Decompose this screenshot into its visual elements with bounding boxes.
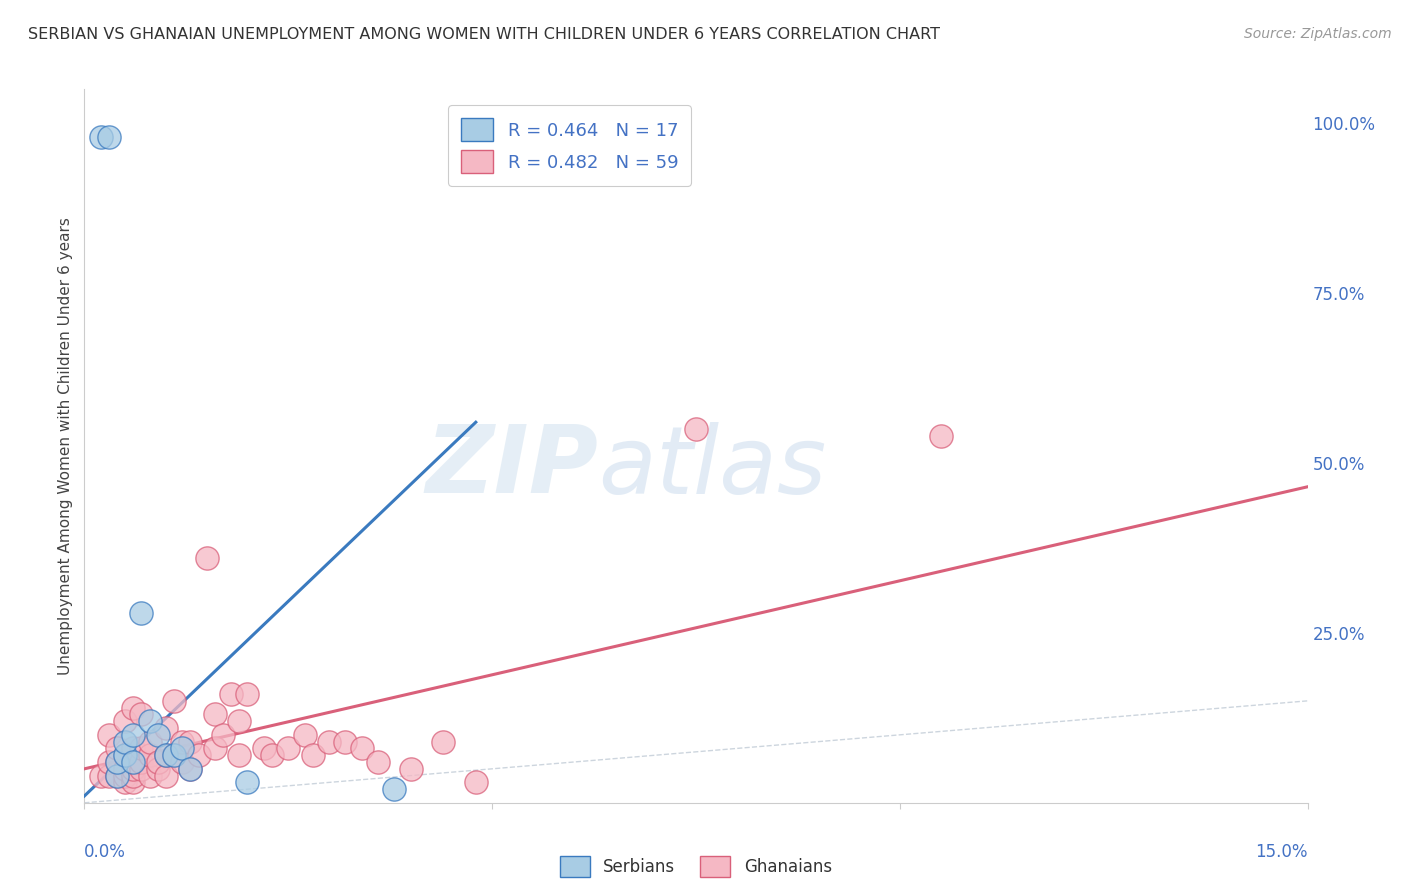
Point xyxy=(204,707,226,722)
Point xyxy=(172,741,194,756)
Point xyxy=(97,129,120,144)
Point xyxy=(105,741,128,756)
Point xyxy=(204,741,226,756)
Point xyxy=(105,769,128,783)
Point xyxy=(228,714,250,729)
Point xyxy=(122,755,145,769)
Point xyxy=(228,748,250,763)
Point xyxy=(155,769,177,783)
Point xyxy=(155,721,177,735)
Point xyxy=(138,769,160,783)
Point xyxy=(131,707,153,722)
Point xyxy=(260,748,283,763)
Legend: Serbians, Ghanaians: Serbians, Ghanaians xyxy=(550,846,842,888)
Point xyxy=(146,755,169,769)
Point xyxy=(163,748,186,763)
Point xyxy=(179,734,201,748)
Point xyxy=(146,762,169,776)
Point xyxy=(122,728,145,742)
Point xyxy=(399,762,422,776)
Point xyxy=(105,769,128,783)
Point xyxy=(114,762,136,776)
Point xyxy=(97,755,120,769)
Point xyxy=(350,741,373,756)
Point xyxy=(685,422,707,436)
Point xyxy=(122,769,145,783)
Point xyxy=(294,728,316,742)
Point xyxy=(172,755,194,769)
Point xyxy=(335,734,357,748)
Point xyxy=(301,748,323,763)
Point xyxy=(163,694,186,708)
Point xyxy=(179,762,201,776)
Text: Source: ZipAtlas.com: Source: ZipAtlas.com xyxy=(1244,27,1392,41)
Point xyxy=(97,769,120,783)
Point xyxy=(114,769,136,783)
Point xyxy=(163,748,186,763)
Point xyxy=(122,755,145,769)
Point xyxy=(367,755,389,769)
Point xyxy=(155,748,177,763)
Point xyxy=(122,762,145,776)
Point xyxy=(382,782,405,797)
Point xyxy=(253,741,276,756)
Point xyxy=(318,734,340,748)
Point xyxy=(114,734,136,748)
Text: SERBIAN VS GHANAIAN UNEMPLOYMENT AMONG WOMEN WITH CHILDREN UNDER 6 YEARS CORRELA: SERBIAN VS GHANAIAN UNEMPLOYMENT AMONG W… xyxy=(28,27,941,42)
Point xyxy=(114,714,136,729)
Point xyxy=(114,748,136,763)
Point xyxy=(236,775,259,789)
Point xyxy=(131,755,153,769)
Point xyxy=(464,775,486,789)
Point xyxy=(179,762,201,776)
Point xyxy=(195,551,218,566)
Point xyxy=(114,775,136,789)
Point xyxy=(122,700,145,714)
Point xyxy=(432,734,454,748)
Point xyxy=(146,728,169,742)
Point xyxy=(90,129,112,144)
Point xyxy=(187,748,209,763)
Y-axis label: Unemployment Among Women with Children Under 6 years: Unemployment Among Women with Children U… xyxy=(58,217,73,675)
Text: 15.0%: 15.0% xyxy=(1256,843,1308,861)
Point xyxy=(90,769,112,783)
Text: 0.0%: 0.0% xyxy=(84,843,127,861)
Point xyxy=(131,606,153,620)
Point xyxy=(212,728,235,742)
Point xyxy=(114,748,136,763)
Point xyxy=(131,741,153,756)
Point xyxy=(138,734,160,748)
Point xyxy=(122,741,145,756)
Point xyxy=(155,748,177,763)
Point xyxy=(105,755,128,769)
Point xyxy=(929,429,952,443)
Point xyxy=(122,775,145,789)
Point xyxy=(236,687,259,701)
Text: ZIP: ZIP xyxy=(425,421,598,514)
Point xyxy=(105,755,128,769)
Text: atlas: atlas xyxy=(598,422,827,513)
Point xyxy=(219,687,242,701)
Point xyxy=(131,762,153,776)
Point xyxy=(277,741,299,756)
Point xyxy=(97,728,120,742)
Point xyxy=(172,734,194,748)
Point xyxy=(138,748,160,763)
Point xyxy=(138,714,160,729)
